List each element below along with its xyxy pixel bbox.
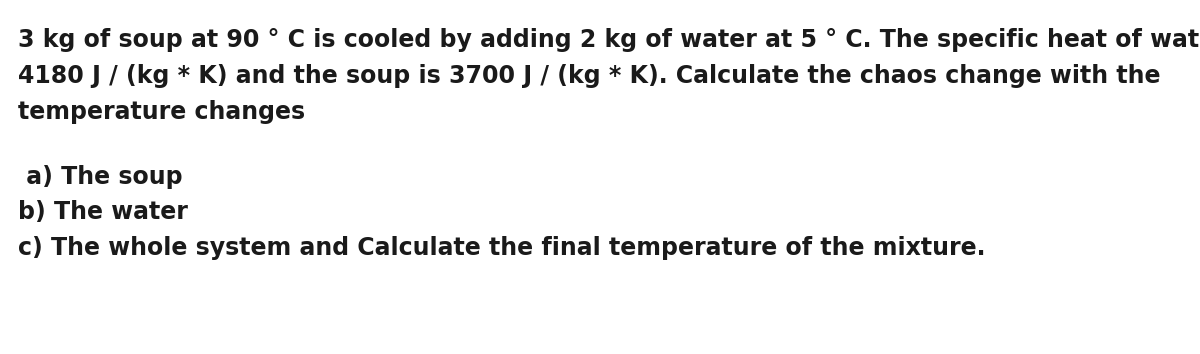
Text: b) The water: b) The water xyxy=(18,200,188,224)
Text: a) The soup: a) The soup xyxy=(18,165,182,189)
Text: c) The whole system and Calculate the final temperature of the mixture.: c) The whole system and Calculate the fi… xyxy=(18,236,985,260)
Text: temperature changes: temperature changes xyxy=(18,100,305,124)
Text: 4180 J / (kg * K) and the soup is 3700 J / (kg * K). Calculate the chaos change : 4180 J / (kg * K) and the soup is 3700 J… xyxy=(18,64,1160,88)
Text: 3 kg of soup at 90 ° C is cooled by adding 2 kg of water at 5 ° C. The specific : 3 kg of soup at 90 ° C is cooled by addi… xyxy=(18,28,1200,52)
